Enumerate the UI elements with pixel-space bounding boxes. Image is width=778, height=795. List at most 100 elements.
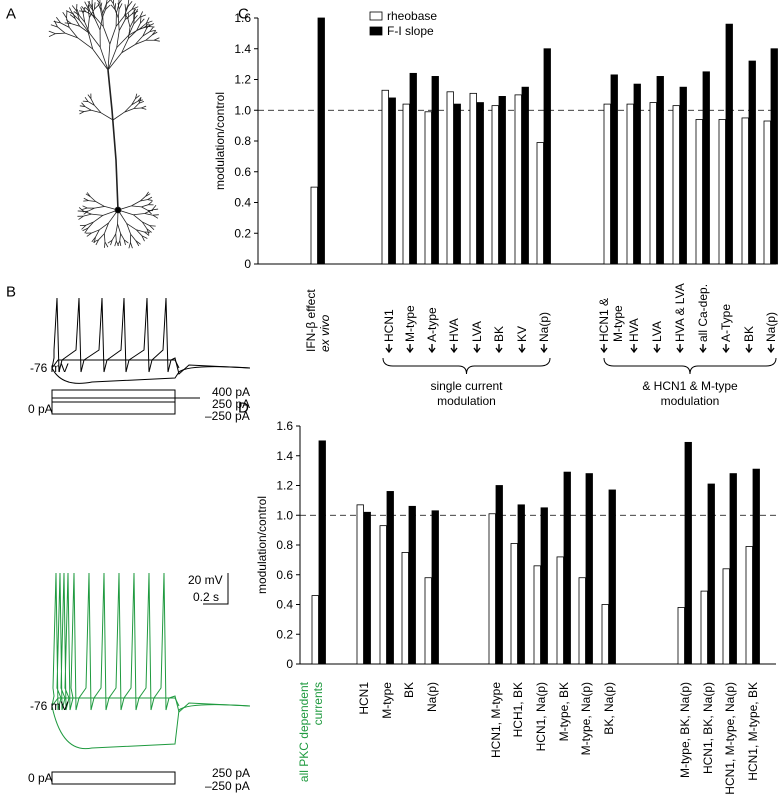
dendrite [88,200,96,202]
dendrite [115,15,125,27]
dendrite [117,223,122,234]
current-step [51,389,176,398]
current-step [51,398,176,403]
x-tick-label: currents [311,682,325,725]
bar [514,94,522,265]
bar [311,595,319,665]
dendrite [121,44,136,54]
dendrite [93,237,96,244]
x-tick-label: M-type, BK [557,682,571,741]
dendrite [95,239,100,246]
group-brace [382,357,551,375]
dendrite [130,234,137,241]
legend-swatch [369,26,383,36]
dendrite [53,21,61,24]
bar [741,117,749,265]
dendrite [68,27,78,39]
zero-current: 0 pA [28,771,53,785]
dendrite [140,199,148,202]
dendrite [85,221,94,226]
bar [521,86,529,265]
dendrite [146,23,151,29]
dendrite [107,239,113,244]
dendrite [135,95,140,100]
dendrite [149,225,155,231]
dendrite [94,206,105,209]
dendrite [116,30,120,48]
dendrite [120,233,125,241]
bar [702,71,710,265]
resting-potential: -76 mV [30,361,69,375]
x-tick-label: Na(p) [425,682,439,712]
dendrite [65,19,72,24]
dendrite [81,102,86,107]
dendrite [87,101,95,106]
dendrite [142,28,147,37]
dendrite [135,39,146,45]
sub-trace [51,359,180,369]
dendrite [124,13,129,20]
dendrite [78,110,85,112]
dendrite [50,24,58,28]
x-tick-label: HVA & LVA [673,283,687,342]
dendrite [102,26,111,45]
dendrite [124,104,132,113]
dendrite [86,192,91,197]
dendrite [126,223,137,231]
dendrite [103,233,106,242]
group-label: single current [430,379,503,393]
neuron-morphology [48,0,160,249]
bar [700,590,708,665]
dendrite [82,205,88,209]
bar [510,543,518,665]
legend-label: F-I slope [387,24,434,38]
dendrite [87,17,90,31]
dendrite [93,215,104,223]
bar [408,505,416,665]
bar [536,142,544,265]
bar [677,607,685,665]
decrease-arrow [473,344,481,354]
resting-potential: -76 mV [30,699,69,713]
panel-label: B [6,284,16,301]
dendrite [81,225,87,230]
bar [656,76,664,265]
bar [752,468,760,665]
dendrite [147,210,152,215]
x-tick-label: HCN1, M-type [489,682,503,758]
dendrite [100,112,114,121]
y-tick-label: 1.4 [234,42,251,56]
dendrite [102,3,107,14]
dendrite [139,195,146,202]
bar [310,186,318,265]
dendrite [83,213,92,217]
dendrite [84,97,89,102]
dendrite [115,223,118,234]
dendrite [82,7,86,14]
dendrite [117,18,120,31]
decrease-arrow [722,344,730,354]
dendrite [94,18,101,31]
decrease-arrow [450,344,458,354]
dendrite [60,22,70,28]
dendrite [117,9,120,19]
decrease-arrow [518,344,526,354]
dendrite [99,47,109,71]
dendrite [136,229,145,233]
current-label: –250 pA [205,409,250,423]
dendrite [82,13,86,23]
x-tick-label: HCN1, M-type, BK [746,682,760,781]
bar [424,111,432,265]
dendrite [79,20,89,32]
soma [114,206,122,214]
apical-trunk [107,69,119,211]
dendrite [112,111,125,121]
x-tick-label: M-type, Na(p) [579,682,593,755]
bar [556,556,564,665]
dendrite [149,29,156,33]
current-label: 250 pA [212,766,250,780]
dendrite [145,34,153,41]
dendrite [139,17,142,24]
legend-swatch [369,11,383,21]
dendrite [115,240,119,247]
